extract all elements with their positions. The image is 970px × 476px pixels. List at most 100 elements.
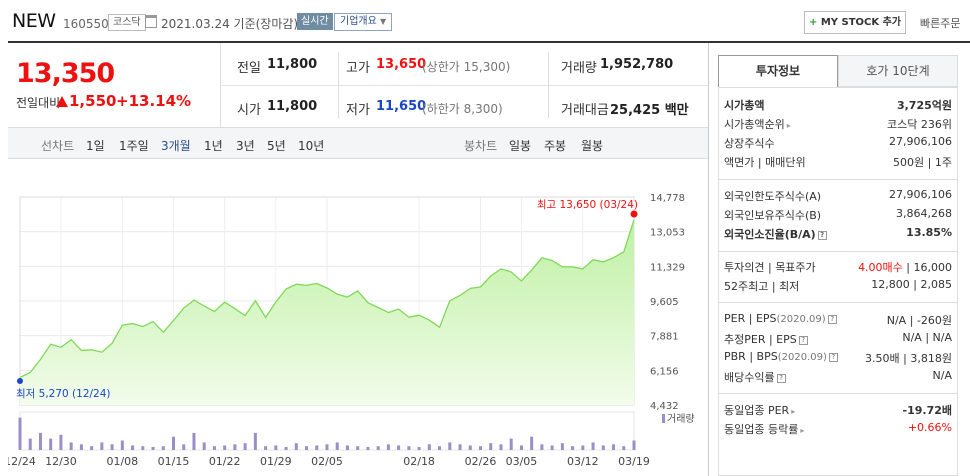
x-tick-label: 01/08: [106, 455, 138, 468]
help-icon[interactable]: ?: [828, 353, 838, 362]
opinion-row: 투자의견 | 목표주가 4.00매수 | 16,000: [724, 261, 952, 274]
volume-bar: [202, 442, 206, 450]
volume-bar: [172, 436, 175, 450]
volume-bar: [376, 446, 380, 450]
volume-bar: [253, 432, 257, 450]
realtime-badge[interactable]: 실시간: [297, 13, 333, 30]
tab-1y[interactable]: 1년: [204, 139, 223, 153]
volume-bar: [356, 446, 360, 450]
x-tick-label: 03/12: [567, 455, 599, 468]
y-tick-label: 7,881: [650, 332, 679, 343]
high-label: 고가: [346, 61, 370, 76]
market-cap-row: 시가총액 3,725억원: [724, 99, 952, 112]
x-tick-label: 12/24: [8, 455, 36, 468]
volume-bar: [458, 444, 462, 450]
high-marker: [630, 210, 638, 218]
volume-bar: [325, 444, 329, 450]
volume-bar: [18, 417, 22, 450]
help-icon[interactable]: ?: [798, 336, 808, 345]
volume-bar: [550, 445, 554, 450]
quick-order-link[interactable]: 빠른주문: [920, 17, 961, 30]
add-mystock-button[interactable]: + MY STOCK 추가: [804, 11, 906, 34]
volume-bar: [386, 444, 390, 450]
divider: [718, 179, 958, 180]
est-per-row: 추정PER | EPS? N/A | N/A: [724, 331, 952, 346]
volume-value: 1,952,780: [600, 57, 674, 72]
high-value: 13,650: [376, 57, 427, 72]
tab-1d[interactable]: 1일: [86, 139, 105, 153]
volume-legend-swatch: [662, 414, 665, 423]
industry-change-row[interactable]: 동일업종 등락률 ▸ +0.66%: [724, 421, 952, 436]
header-divider: [8, 41, 970, 43]
volume-bar: [233, 444, 237, 450]
amount-value: 25,425 백만: [610, 103, 689, 118]
tab-1w[interactable]: 1주일: [119, 139, 149, 153]
volume-bar: [151, 446, 155, 450]
panel-divider: [708, 43, 709, 476]
x-tick-label: 02/18: [403, 455, 435, 468]
chevron-right-icon: ▸: [786, 121, 791, 130]
tab-order-book[interactable]: 호가 10단계: [838, 55, 958, 87]
volume-bar: [530, 436, 534, 450]
volume-bar: [509, 438, 513, 450]
divider: [718, 302, 958, 303]
volume-bar: [49, 438, 53, 450]
volume-bar: [366, 446, 370, 450]
tab-3m[interactable]: 3개월: [161, 139, 191, 153]
par-value-row: 액면가 | 매매단위 500원 | 1주: [724, 156, 952, 169]
tab-10y[interactable]: 10년: [298, 139, 325, 153]
x-tick-label: 01/15: [158, 455, 190, 468]
up-triangle-icon: [56, 96, 68, 107]
volume-bar: [489, 443, 493, 450]
shares-row: 상장주식수 27,906,106: [724, 135, 952, 150]
per-eps-row: PER | EPS(2020.09)? N/A | -260원: [724, 312, 952, 327]
volume-bar: [274, 445, 278, 450]
volume-bar: [622, 446, 626, 450]
help-icon[interactable]: ?: [827, 315, 837, 324]
volume-bar: [192, 432, 196, 450]
dividend-row: 배당수익률? N/A: [724, 369, 952, 384]
low-label: 저가: [346, 103, 370, 118]
x-tick-label: 01/22: [209, 455, 241, 468]
divider: [220, 85, 708, 86]
volume-bar: [305, 446, 309, 450]
y-tick-label: 13,053: [650, 228, 685, 239]
volume-bar: [397, 445, 401, 450]
volume-bar: [468, 445, 472, 450]
volume-bar: [345, 445, 349, 450]
help-icon[interactable]: ?: [817, 231, 827, 240]
price-line: [19, 219, 635, 379]
volume-bar: [141, 446, 145, 450]
tab-daily[interactable]: 일봉: [509, 139, 532, 153]
foreign-ratio-row: 외국인소진율(B/A)? 13.85%: [724, 226, 952, 241]
52week-row: 52주최고 | 최저 12,800 | 2,085: [724, 278, 952, 293]
volume-bar: [417, 446, 421, 450]
tab-weekly[interactable]: 주봉: [544, 139, 567, 153]
tab-5y[interactable]: 5년: [267, 139, 286, 153]
corp-info-button[interactable]: 기업개요 ▼: [334, 13, 393, 31]
stock-header: NEW 160550 코스닥 2021.03.24 기준(장마감) 실시간 기업…: [0, 0, 970, 42]
x-tick-label: 12/30: [45, 455, 77, 468]
change-value: 1,550: [69, 92, 117, 110]
price-chart[interactable]: 14,778 13,053 11,329 9,605 7,881 6,156 4,432 최고…: [8, 160, 708, 476]
upper-limit: (상한가 15,300): [422, 60, 511, 74]
low-value: 11,650: [376, 99, 427, 114]
tab-monthly[interactable]: 월봉: [581, 139, 604, 153]
calendar-icon: [145, 15, 157, 28]
market-cap-rank-row[interactable]: 시가총액순위 ▸ 코스닥 236위: [724, 118, 952, 131]
volume-bar: [335, 442, 339, 450]
help-icon[interactable]: ?: [776, 374, 786, 383]
price-area: [20, 219, 634, 405]
volume-bar: [79, 444, 83, 450]
volume-bar: [499, 444, 503, 450]
volume-bar: [519, 445, 523, 450]
tab-investment-info[interactable]: 투자정보: [718, 55, 838, 87]
pbr-bps-row: PBR | BPS(2020.09)? 3.50배 | 3,818원: [724, 350, 952, 365]
volume-bar: [632, 440, 636, 450]
y-tick-label: 14,778: [650, 193, 685, 204]
divider: [718, 393, 958, 394]
tab-3y[interactable]: 3년: [236, 139, 255, 153]
chevron-right-icon: ▸: [791, 407, 796, 416]
y-tick-label: 4,432: [650, 401, 679, 412]
industry-per-row[interactable]: 동일업종 PER ▸ -19.72배: [724, 404, 952, 417]
